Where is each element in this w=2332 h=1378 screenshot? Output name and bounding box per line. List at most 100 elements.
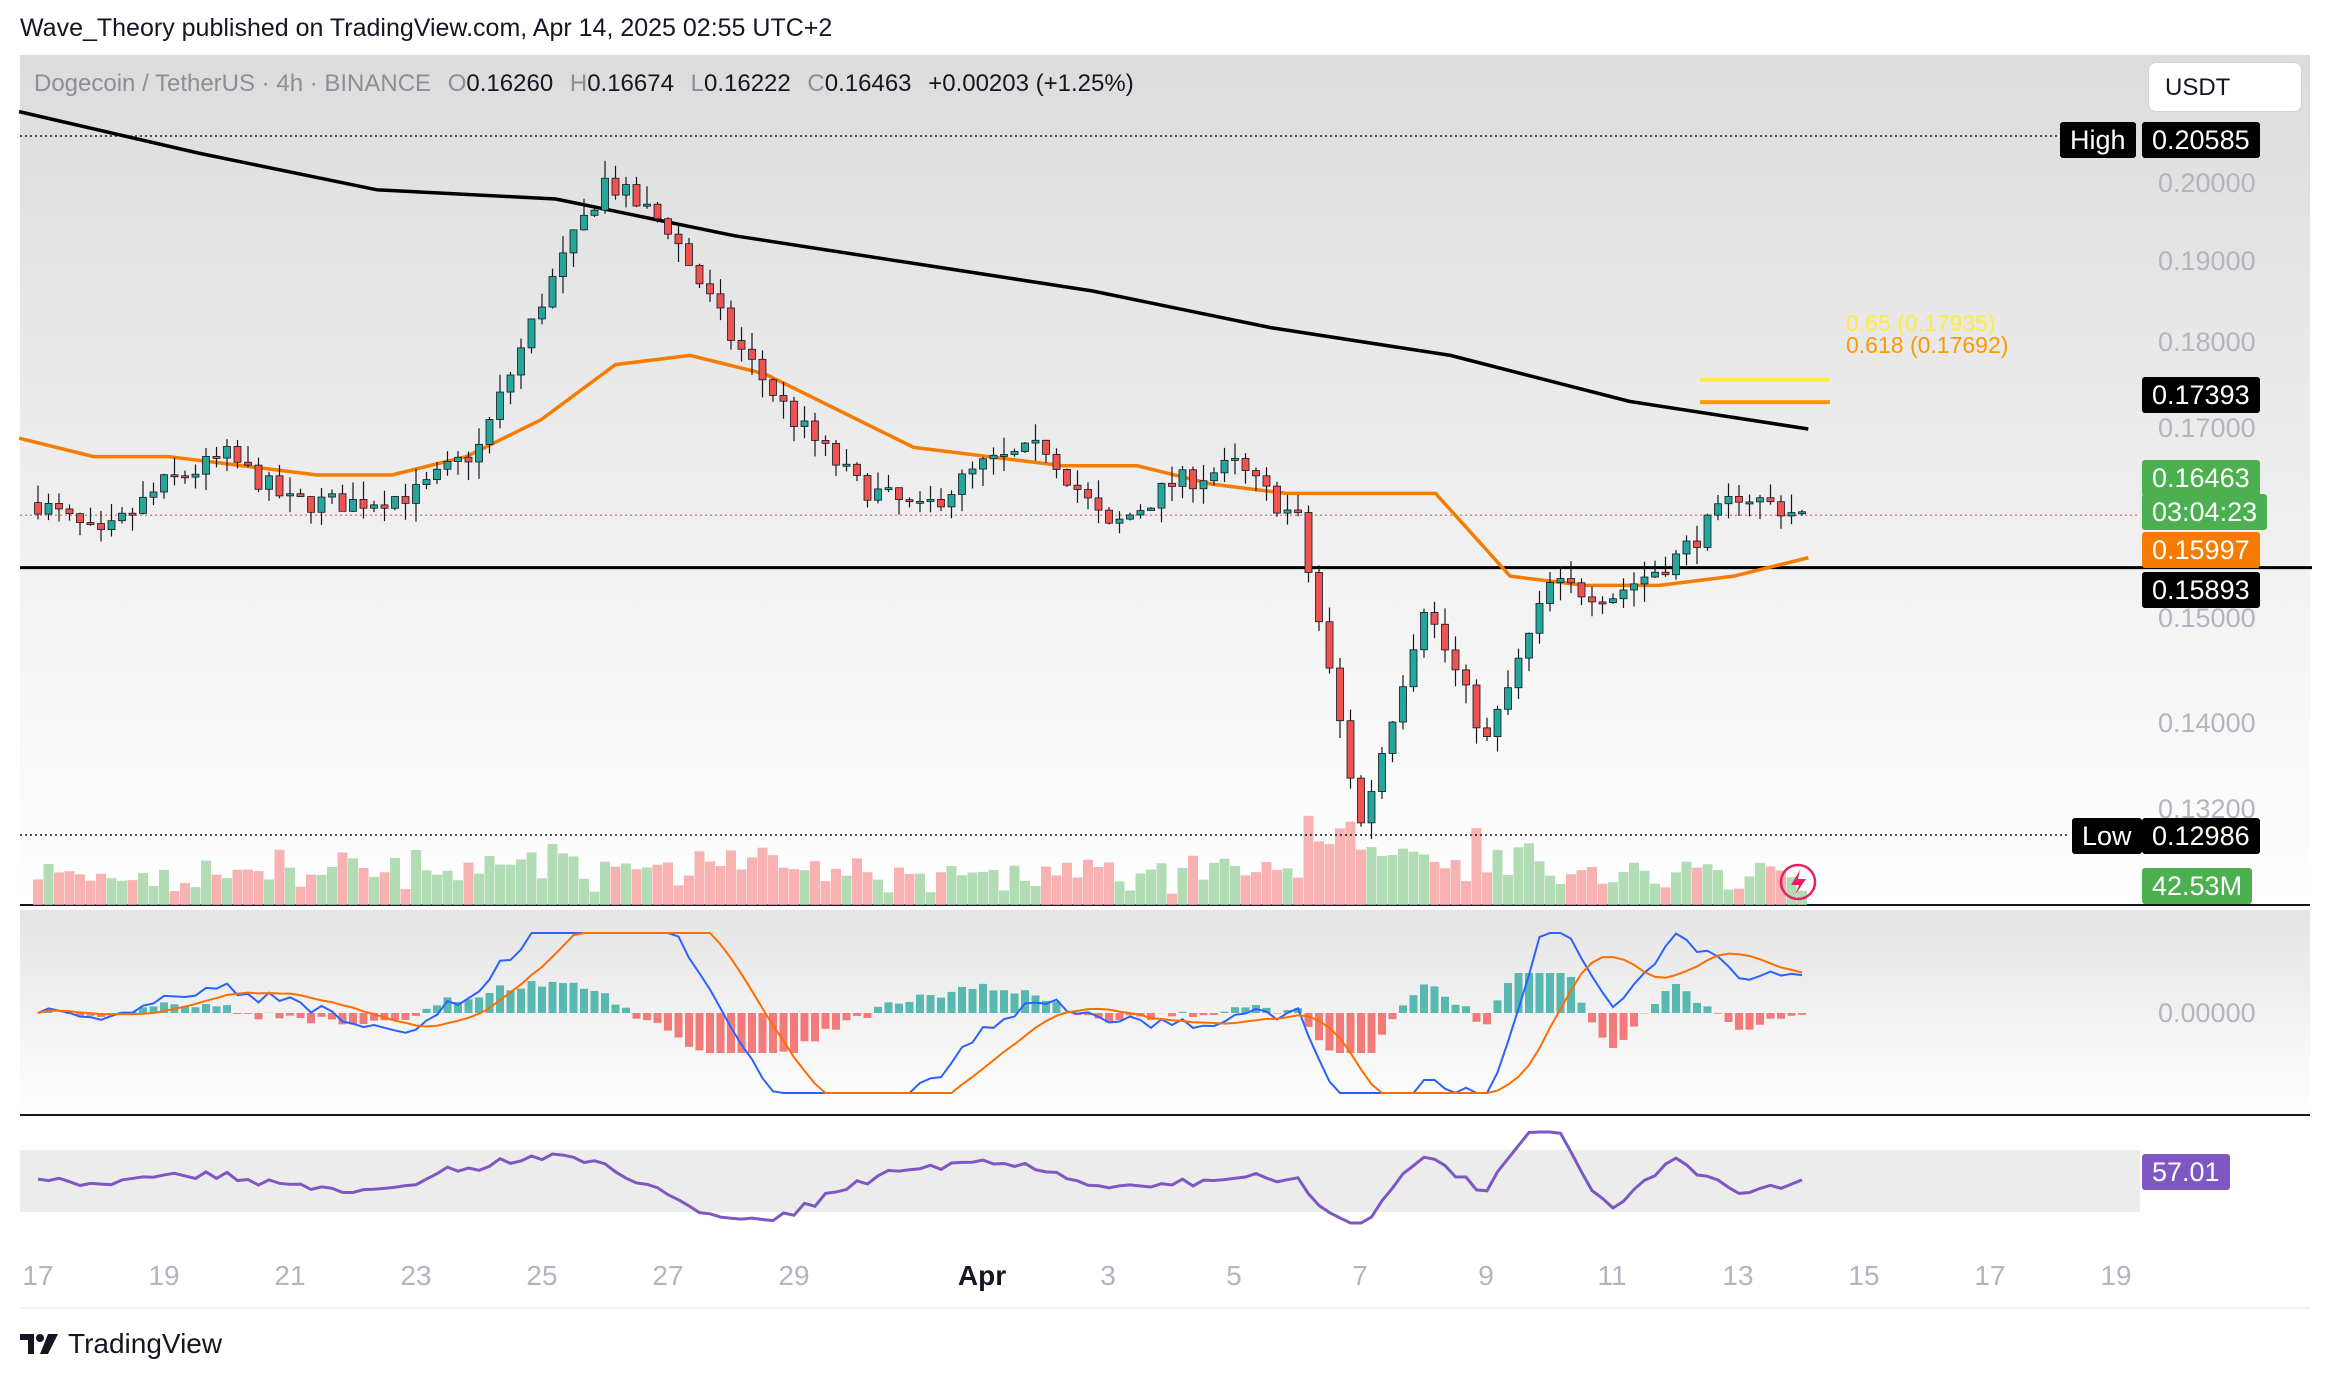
macd-histogram-bar bbox=[1115, 1013, 1124, 1020]
volume-bar bbox=[1440, 868, 1450, 905]
macd-histogram-bar bbox=[1672, 984, 1680, 1013]
volume-bar bbox=[421, 870, 432, 905]
volume-bar bbox=[180, 882, 190, 905]
macd-histogram-bar bbox=[874, 1006, 882, 1013]
volume-bar bbox=[1324, 844, 1335, 905]
macd-histogram-bar bbox=[223, 1005, 231, 1013]
candle-body bbox=[1115, 518, 1124, 524]
symbol-title: Dogecoin / TetherUS · 4h · BINANCE bbox=[34, 70, 432, 97]
volume-bar bbox=[988, 869, 999, 905]
ohlc-legend: Dogecoin / TetherUS · 4h · BINANCE O0.16… bbox=[34, 70, 1134, 98]
support-value-badge: 0.15893 bbox=[2142, 572, 2260, 608]
candle-body bbox=[800, 420, 809, 427]
candle-body bbox=[380, 504, 389, 509]
candle-body bbox=[433, 468, 441, 481]
candle-body bbox=[1315, 572, 1323, 623]
candle-body bbox=[989, 454, 998, 460]
candle-body bbox=[349, 499, 357, 512]
macd-histogram-bar bbox=[1178, 1011, 1187, 1013]
macd-histogram-bar bbox=[1388, 1013, 1397, 1020]
volume-bar bbox=[505, 864, 516, 905]
volume-bar bbox=[43, 864, 54, 905]
candle-body bbox=[590, 209, 599, 216]
volume-bar bbox=[1555, 884, 1566, 905]
fib-label-065: 0.65 (0.17935) bbox=[1846, 310, 1996, 336]
macd-histogram-bar bbox=[506, 990, 515, 1013]
last-price-badge: 0.16463 bbox=[2142, 460, 2260, 496]
candle-body bbox=[874, 488, 882, 501]
volume-bar bbox=[211, 874, 222, 905]
candle-body bbox=[1105, 509, 1113, 524]
candle-body bbox=[1220, 459, 1229, 474]
volume-bar bbox=[295, 886, 306, 905]
macd-histogram-bar bbox=[979, 983, 987, 1013]
candle-body bbox=[1787, 512, 1796, 517]
volume-bar bbox=[1618, 872, 1629, 905]
footer-brand[interactable]: TradingView bbox=[20, 1328, 222, 1360]
macd-histogram-bar bbox=[1262, 1007, 1271, 1013]
volume-bar bbox=[1387, 854, 1398, 905]
candle-body bbox=[1094, 497, 1103, 511]
volume-bar bbox=[348, 858, 358, 905]
candle-body bbox=[664, 218, 672, 235]
volume-bar bbox=[810, 861, 820, 905]
macd-histogram-bar bbox=[937, 997, 945, 1013]
macd-histogram-bar bbox=[779, 1013, 788, 1052]
macd-histogram-bar bbox=[1682, 991, 1691, 1013]
volume-bar bbox=[1125, 890, 1135, 905]
volume-bar bbox=[358, 868, 369, 905]
macd-histogram-bar bbox=[454, 1001, 462, 1013]
macd-histogram-bar bbox=[1168, 1013, 1176, 1017]
macd-histogram-bar bbox=[1441, 996, 1449, 1013]
volume-bar bbox=[1051, 875, 1062, 905]
volume-bar bbox=[1513, 847, 1524, 905]
volume-bar bbox=[1167, 893, 1177, 905]
candle-body bbox=[1000, 454, 1008, 457]
low-key: L bbox=[690, 70, 704, 97]
candle-body bbox=[1010, 451, 1019, 455]
low-value: 0.16222 bbox=[703, 70, 791, 97]
currency-unit-button[interactable]: USDT bbox=[2148, 62, 2302, 112]
volume-bar bbox=[442, 870, 453, 905]
date-tick: 13 bbox=[1722, 1260, 1754, 1291]
volume-bar bbox=[1072, 877, 1083, 905]
candle-body bbox=[643, 203, 651, 207]
volume-bar bbox=[1146, 869, 1156, 905]
volume-bar bbox=[652, 864, 663, 905]
volume-bar bbox=[327, 867, 337, 905]
macd-histogram-bar bbox=[674, 1013, 683, 1038]
volume-bar bbox=[85, 880, 96, 905]
macd-histogram-bar bbox=[1336, 1013, 1344, 1053]
candle-body bbox=[905, 499, 914, 503]
candle-body bbox=[1042, 439, 1050, 455]
macd-histogram-bar bbox=[1147, 1013, 1155, 1020]
volume-bar bbox=[1219, 858, 1230, 905]
candle-body bbox=[1252, 470, 1260, 477]
macd-histogram-bar bbox=[1367, 1013, 1376, 1053]
candle-body bbox=[779, 395, 788, 402]
candle-body bbox=[863, 475, 872, 501]
volume-bar bbox=[1030, 886, 1041, 905]
candle-body bbox=[1619, 589, 1628, 600]
candle-body bbox=[895, 487, 903, 501]
volume-bar bbox=[369, 876, 379, 905]
volume-bar bbox=[1041, 866, 1051, 905]
macd-histogram-bar bbox=[370, 1013, 378, 1021]
date-tick: 17 bbox=[1974, 1260, 2006, 1291]
candle-body bbox=[1031, 439, 1040, 444]
macd-histogram-bar bbox=[580, 988, 588, 1013]
candle-body bbox=[632, 184, 641, 207]
candle-body bbox=[1514, 657, 1523, 689]
volume-bar bbox=[201, 860, 211, 905]
close-value: 0.16463 bbox=[824, 70, 912, 97]
candle-body bbox=[653, 203, 662, 220]
volume-bar bbox=[883, 892, 894, 905]
open-value: 0.16260 bbox=[466, 70, 554, 97]
candle-body bbox=[1462, 669, 1470, 686]
macd-histogram-bar bbox=[1787, 1013, 1796, 1016]
candle-body bbox=[737, 340, 746, 350]
volume-bar bbox=[1461, 881, 1471, 905]
price-tick: 0.17000 bbox=[2158, 413, 2256, 443]
volume-bar bbox=[75, 874, 85, 905]
